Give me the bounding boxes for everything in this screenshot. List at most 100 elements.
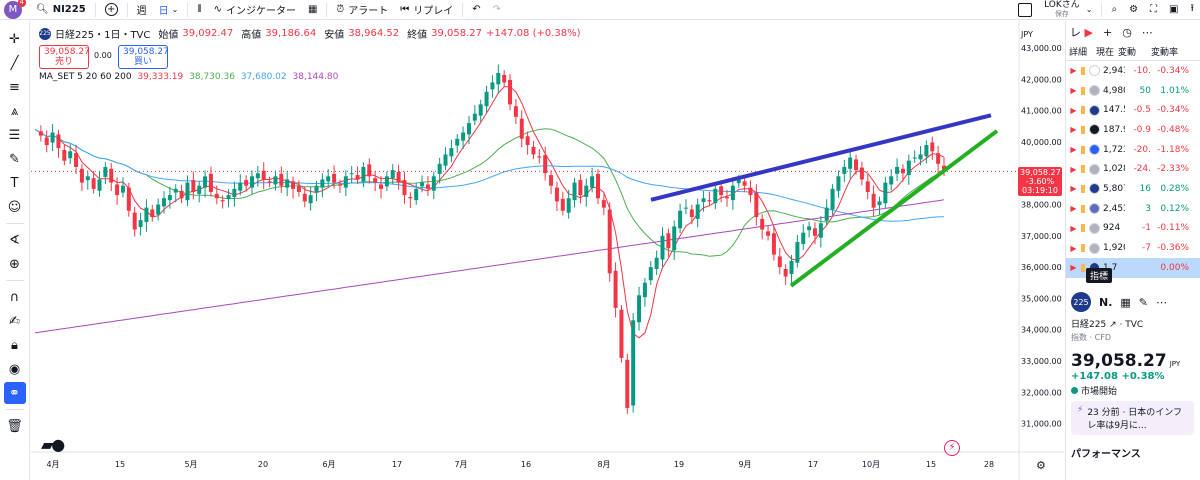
- grid-icon[interactable]: ▦: [1120, 295, 1131, 309]
- watchlist-row[interactable]: ▶ 4,980 50 1.01%: [1066, 81, 1200, 101]
- time-tick-label: 20: [258, 460, 268, 469]
- watchlist-row[interactable]: ▶ 1,723 -20. -1.18%: [1066, 140, 1200, 160]
- stay-in-drawing-tool[interactable]: ✍: [0, 309, 30, 333]
- candle-body: [343, 176, 348, 188]
- tradingview-logo[interactable]: ▰●: [41, 435, 65, 454]
- watchlist-row[interactable]: ▶ 2,943 -10. -0.34%: [1066, 61, 1200, 81]
- flag-icon[interactable]: ▶: [1070, 263, 1077, 273]
- compare-button[interactable]: +: [99, 0, 124, 20]
- flag-icon[interactable]: ▶: [1070, 243, 1077, 253]
- candle-body: [883, 182, 888, 204]
- edit-icon[interactable]: ✎: [1138, 295, 1149, 309]
- flag-icon[interactable]: ▶: [1070, 184, 1077, 194]
- more-icon[interactable]: ⋯: [1156, 295, 1168, 309]
- lower-trendline: [789, 129, 999, 288]
- replay-button[interactable]: ⏮︎ リプレイ: [394, 0, 459, 20]
- col-last[interactable]: 現在: [1096, 48, 1115, 58]
- watchlist-row[interactable]: ▶ 924 -1 -0.11%: [1066, 219, 1200, 239]
- watchlist-row[interactable]: ▶ 1,028 -24. -2.33%: [1066, 159, 1200, 179]
- last-price: 147.5: [1103, 105, 1125, 116]
- remove-drawings-tool[interactable]: 🗑︎: [0, 414, 30, 438]
- flag-icon[interactable]: ▶: [1070, 86, 1077, 96]
- flag-icon[interactable]: ▶: [1070, 145, 1077, 155]
- screenshot-button[interactable]: ▣: [1163, 0, 1184, 20]
- measure-tool[interactable]: ∢: [0, 228, 30, 252]
- ma60-value: 37,680.02: [240, 72, 287, 82]
- flag-icon[interactable]: ▶: [1070, 105, 1077, 115]
- more-icon[interactable]: ⋯: [1141, 25, 1153, 39]
- trendline-tool[interactable]: ╱: [0, 51, 30, 75]
- layouts-button[interactable]: ▦: [302, 0, 323, 20]
- fib-tool[interactable]: ≡: [0, 75, 30, 99]
- magnet-tool[interactable]: ∩: [0, 285, 30, 309]
- flag-icon[interactable]: ▶: [1070, 204, 1077, 214]
- forecast-tool[interactable]: ☰: [0, 123, 30, 147]
- candle-body: [279, 173, 284, 186]
- col-pct[interactable]: 変動率: [1150, 48, 1178, 58]
- alert-button[interactable]: ⏰︎ アラート: [330, 0, 394, 20]
- watchlist-row[interactable]: ▶ 2,453 3 0.12%: [1066, 199, 1200, 219]
- timeframe-day[interactable]: 日 ⌄: [158, 5, 179, 17]
- candle-body: [126, 187, 131, 211]
- chart-type-button[interactable]: ⫴: [191, 0, 207, 20]
- sell-button[interactable]: 39,058.27 売り: [39, 45, 90, 69]
- news-headline[interactable]: ⚡︎ 23 分前 · 日本のインフレ率は9月に...: [1071, 401, 1194, 435]
- settings-button[interactable]: ⚙︎: [1123, 0, 1144, 20]
- sync-drawings-tool[interactable]: ⚭: [0, 381, 30, 405]
- watchlist-settings-icon[interactable]: ◷: [1122, 25, 1132, 39]
- icon-tool[interactable]: ☺: [0, 195, 30, 219]
- buy-button[interactable]: 39,058.27 買い: [118, 45, 169, 69]
- flag-icon[interactable]: ▶: [1070, 125, 1077, 135]
- watchlist-title[interactable]: レ ▶: [1070, 26, 1093, 39]
- change-value: +147.08 (+0.38%): [486, 28, 581, 39]
- text-tool[interactable]: T: [0, 171, 30, 195]
- ruler-icon: ∢: [9, 232, 20, 248]
- publish-button[interactable]: ⭱: [1185, 0, 1200, 20]
- watchlist-row[interactable]: ▶ 1,920 -7 -0.36%: [1066, 238, 1200, 258]
- fullscreen-button[interactable]: ⛶: [1144, 0, 1163, 20]
- magnifier-icon: ⌕: [1111, 4, 1118, 15]
- crosshair-tool[interactable]: ✛: [0, 27, 30, 51]
- change: -24.: [1133, 164, 1151, 175]
- candle-body: [683, 207, 688, 209]
- price-chart[interactable]: 43,000.00 42,000.00 41,000.00 40,000.00 39,0…: [31, 21, 1064, 480]
- flag-icon[interactable]: ▶: [1070, 66, 1077, 76]
- lightning-icon[interactable]: ⚡︎: [944, 440, 960, 456]
- flag-icon[interactable]: ▶: [1070, 164, 1077, 174]
- chart-settings-icon[interactable]: ⚙︎: [1036, 459, 1046, 472]
- hide-drawings-tool[interactable]: ◉: [0, 357, 30, 381]
- detail-symbol[interactable]: N.: [1099, 295, 1113, 309]
- symbol-search[interactable]: 🔍︎ NI225: [30, 0, 92, 20]
- notification-badge: 4: [17, 0, 26, 7]
- save-layout-button[interactable]: LOKさん 保存: [1044, 0, 1080, 19]
- candle-body: [443, 154, 448, 166]
- series-title[interactable]: 日経225・1日・TVC: [55, 30, 151, 41]
- user-avatar[interactable]: M 4: [4, 0, 26, 19]
- external-link-icon[interactable]: ↗: [1109, 320, 1117, 330]
- lock-drawings-tool[interactable]: 🔒︎: [0, 333, 30, 357]
- layout-menu-button[interactable]: ⌄: [1080, 0, 1099, 20]
- layout-toggle[interactable]: [1012, 0, 1038, 20]
- watchlist-row[interactable]: ▶ 147.5 -0.5 -0.34%: [1066, 100, 1200, 120]
- add-symbol-icon[interactable]: +: [1102, 25, 1113, 39]
- col-chg[interactable]: 変動: [1118, 48, 1137, 58]
- candle-body: [455, 138, 460, 146]
- quick-search-button[interactable]: ⌕: [1105, 0, 1123, 20]
- flag-icon[interactable]: ▶: [1070, 223, 1077, 233]
- pattern-tool[interactable]: ⩓: [0, 99, 30, 123]
- indicators-button[interactable]: ∿ インジケーター: [208, 0, 302, 20]
- timeframe-week[interactable]: 週: [136, 6, 147, 17]
- undo-button[interactable]: ↶: [466, 0, 486, 20]
- ma-indicator-legend[interactable]: MA_SET 5 20 60 200 39,333.19 38,730.36 3…: [39, 72, 338, 82]
- candle-body: [730, 185, 735, 201]
- col-detail[interactable]: 詳細: [1069, 48, 1088, 58]
- watchlist-row[interactable]: ▶ 5,807 16 0.28%: [1066, 179, 1200, 199]
- candle-body: [766, 231, 771, 236]
- chart-pane[interactable]: 43,000.00 42,000.00 41,000.00 40,000.00 39,0…: [31, 21, 1064, 480]
- redo-button[interactable]: ↷: [487, 0, 507, 20]
- currency-label[interactable]: JPY: [1021, 30, 1033, 39]
- zoom-tool[interactable]: ⊕: [0, 252, 30, 276]
- brush-tool[interactable]: ✎: [0, 147, 30, 171]
- symbol-detail: 225 N. ▦ ✎ ⋯ 日経225 ↗ · TVC 指数 · CFD 39,0…: [1065, 289, 1200, 460]
- watchlist-row[interactable]: ▶ 187.9 -0.9 -0.48%: [1066, 120, 1200, 140]
